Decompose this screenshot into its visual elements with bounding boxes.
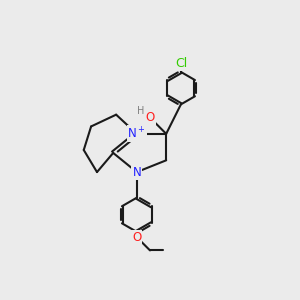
Text: H: H	[137, 106, 145, 116]
Text: O: O	[132, 231, 141, 244]
Text: N: N	[132, 166, 141, 178]
Text: Cl: Cl	[175, 57, 187, 70]
Text: N$^+$: N$^+$	[128, 126, 146, 142]
Text: O: O	[146, 111, 154, 124]
